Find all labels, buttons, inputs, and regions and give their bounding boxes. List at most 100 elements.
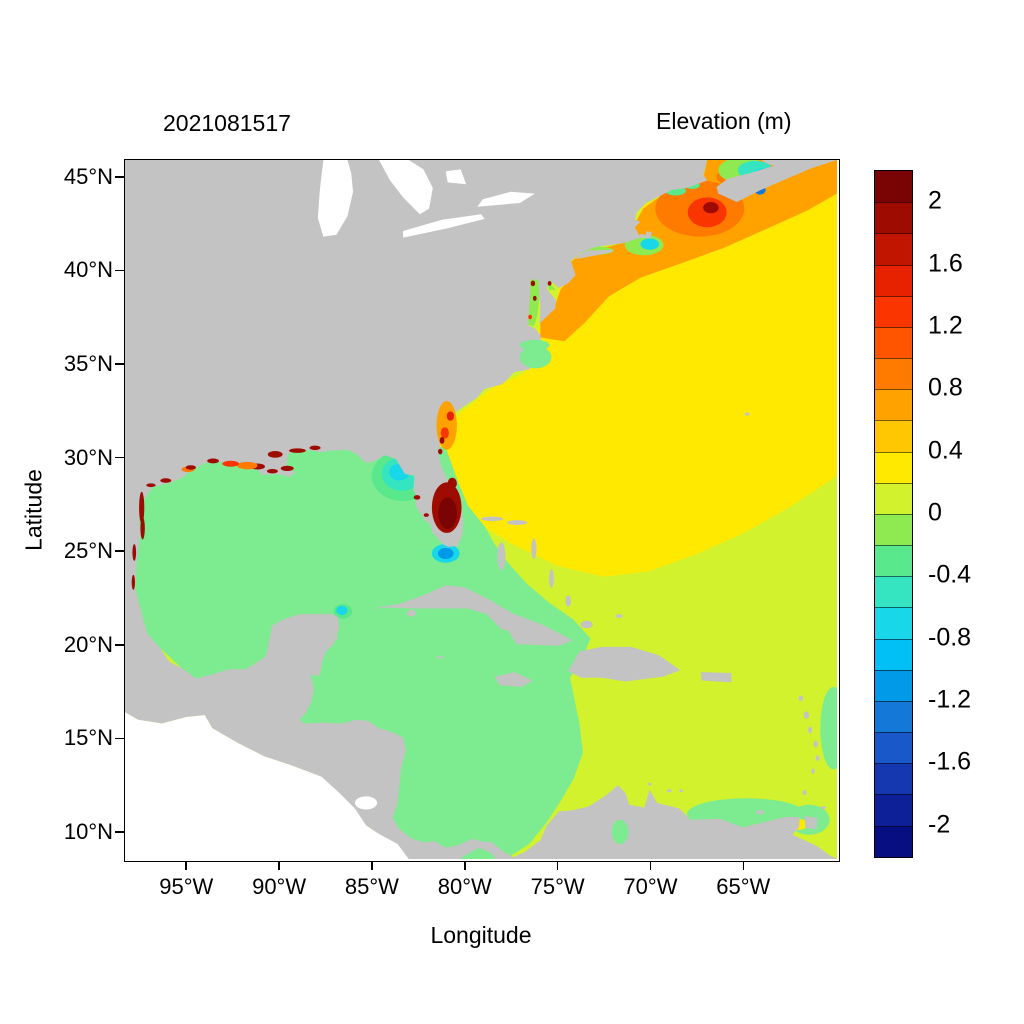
charlotte-harbor-speck [423,513,429,517]
georgian-bay [445,169,467,185]
guadeloupe [803,711,810,719]
y-tick-mark-2 [115,363,124,365]
lake-huron [379,160,433,215]
galveston-speck [185,465,197,470]
nantucket-cyan [640,238,660,250]
land-layer [125,160,837,859]
x-tick-mark-2 [371,861,373,870]
colorbar-segment-0 [875,171,912,203]
colorbar-tick-label-9: -1.6 [928,747,972,776]
x-tick-label-1: 90°W [252,874,307,899]
colorbar-segment-5 [875,326,912,359]
turks-islands [615,614,623,618]
lake-nicaragua [354,796,378,810]
timestamp-title: 2021081517 [163,110,291,136]
colorbar-segment-21 [875,825,912,857]
pontchartrain-speck [267,451,283,458]
colorbar-segment-12 [875,545,912,577]
x-tick-mark-1 [278,861,280,870]
colorbar-tick-label-0: 2 [928,186,942,215]
colorbar-segment-14 [875,607,912,639]
chesapeake-bay-green [528,279,540,327]
margarita [755,810,765,815]
eleuthera [531,538,537,560]
louisiana-red-patch [222,460,240,467]
colorbar-segment-2 [875,233,912,265]
cozumel [333,632,338,641]
lake-michigan [317,160,354,237]
colorbar-segment-1 [875,202,912,234]
y-tick-mark-4 [115,550,124,552]
y-tick-label-2: 35°N [63,351,113,376]
y-tick-mark-6 [115,737,124,740]
colorbar-tick-label-2: 1.2 [928,311,963,340]
lesser-antilles-green [820,687,837,770]
cape-breton [762,160,805,167]
grand-cayman [436,655,444,659]
y-tick-label-0: 45°N [63,163,113,189]
colorbar-segment-16 [875,669,912,701]
colorbar-segment-15 [875,638,912,670]
tampa-bay-speck [413,495,421,500]
st-vincent [811,768,815,774]
colorbar-segment-13 [875,576,912,608]
x-tick-mark-5 [649,861,652,870]
puerto-rico [700,672,732,683]
y-tick-label-6: 15°N [63,725,113,751]
colorbar-tick-label-10: -2 [928,810,951,839]
trinidad [804,816,818,830]
pacific-no-data-region [125,712,409,859]
colorbar-segment-8 [875,420,912,452]
y-tick-label-7: 10°N [63,818,113,844]
colorbar-tick-label-6: -0.4 [928,560,972,589]
grenada [802,790,807,796]
acklins [565,595,571,607]
chesapeake-speck-3 [528,314,532,320]
y-tick-mark-0 [115,176,124,178]
x-tick-mark-4 [556,861,559,870]
colorbar-tick-label-1: 1.6 [928,249,963,278]
x-tick-label-3: 80°W [437,874,492,899]
colorbar-segment-4 [875,295,912,327]
nova-scotia [716,160,837,203]
x-axis-title: Longitude [430,922,532,948]
y-tick-mark-5 [115,643,124,646]
yucatan-cyan-spot [336,605,348,616]
delaware-speck [547,281,552,286]
cape-cod [639,231,652,239]
x-tick-mark-3 [463,861,466,870]
map-svg [125,160,837,859]
andros-island [497,542,506,571]
martinique [813,740,818,748]
x-tick-label-4: 75°W [530,874,585,899]
y-tick-mark-1 [115,269,124,272]
colorbar [874,170,913,858]
lakes-layer [317,160,535,810]
georgia-coast-darkred-1 [439,436,445,444]
long-island-bahamas [549,569,554,588]
antigua [798,695,804,702]
y-tick-label-5: 20°N [63,631,113,657]
hispaniola [568,646,681,682]
georgia-coast-red-2 [446,411,455,421]
colorbar-title: Elevation (m) [656,108,792,134]
colorbar-segment-7 [875,389,912,421]
sabine-speck [207,458,220,464]
cuba [372,585,573,646]
bermuda [744,412,750,416]
lake-ontario [477,191,535,207]
y-tick-mark-7 [115,831,124,833]
lake-erie [403,214,485,238]
dominica [808,726,813,734]
colorbar-segment-18 [875,732,912,764]
aruba [647,782,652,786]
plot-area [124,159,840,862]
colorbar-segment-10 [875,482,912,514]
coastal-detail-layer [131,279,629,845]
colorbar-segment-6 [875,358,912,390]
y-tick-label-1: 40°N [63,257,113,283]
georgia-coast-orange [436,401,457,450]
lake-maracaibo-green [611,819,629,845]
long-island [576,249,614,260]
